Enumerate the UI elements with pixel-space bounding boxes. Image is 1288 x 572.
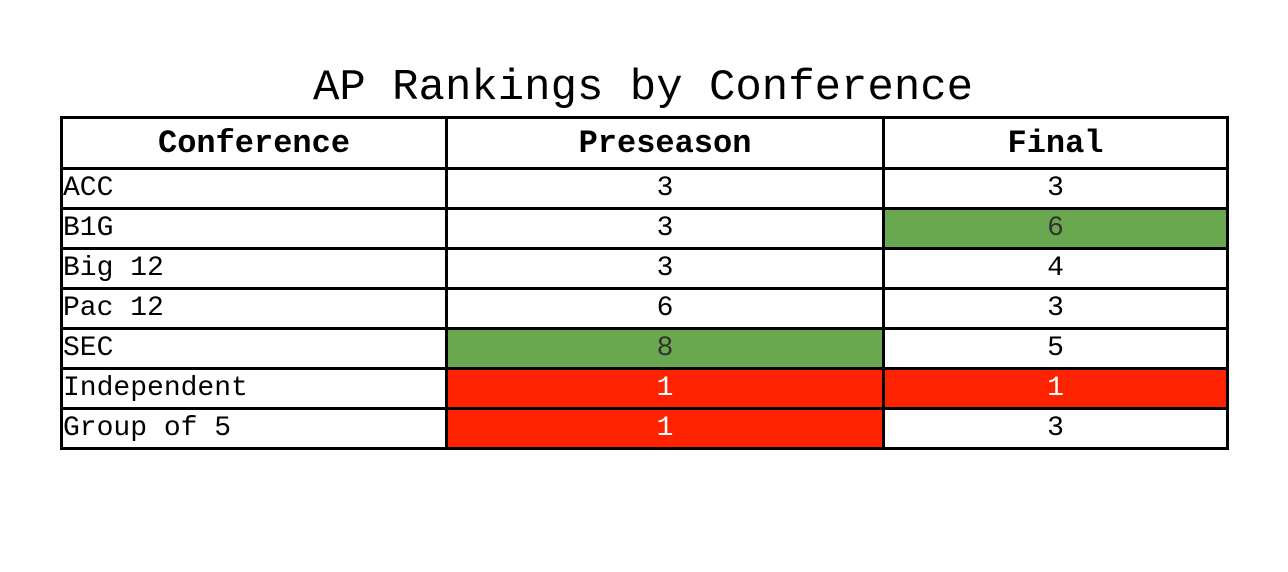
conference-cell: SEC xyxy=(60,327,448,370)
final-cell: 3 xyxy=(882,287,1229,330)
final-cell: 1 xyxy=(882,367,1229,410)
table-row: ACC 3 3 xyxy=(60,167,1229,210)
header-final: Final xyxy=(882,116,1229,170)
table-row: Pac 12 6 3 xyxy=(60,287,1229,330)
table-row: B1G 3 6 xyxy=(60,207,1229,250)
final-cell: 3 xyxy=(882,167,1229,210)
preseason-cell: 3 xyxy=(445,167,885,210)
header-row: Conference Preseason Final xyxy=(60,116,1229,170)
conference-cell: Group of 5 xyxy=(60,407,448,450)
preseason-cell: 8 xyxy=(445,327,885,370)
conference-cell: Big 12 xyxy=(60,247,448,290)
table-body: ACC 3 3 B1G 3 6 Big 12 3 4 Pac 12 6 3 SEC 8 5 Independe… xyxy=(60,167,1229,450)
final-cell: 6 xyxy=(882,207,1229,250)
final-cell: 5 xyxy=(882,327,1229,370)
preseason-cell: 1 xyxy=(445,407,885,450)
preseason-cell: 1 xyxy=(445,367,885,410)
table-title: AP Rankings by Conference xyxy=(312,63,974,113)
table-row: Big 12 3 4 xyxy=(60,247,1229,290)
rankings-table: Conference Preseason Final ACC 3 3 B1G 3 6 Big… xyxy=(60,116,1229,450)
preseason-cell: 3 xyxy=(445,247,885,290)
table-row: Independent 1 1 xyxy=(60,367,1229,410)
conference-cell: B1G xyxy=(60,207,448,250)
preseason-cell: 6 xyxy=(445,287,885,330)
final-cell: 4 xyxy=(882,247,1229,290)
header-preseason: Preseason xyxy=(445,116,885,170)
conference-cell: ACC xyxy=(60,167,448,210)
preseason-cell: 3 xyxy=(445,207,885,250)
header-conference: Conference xyxy=(60,116,448,170)
table-row: SEC 8 5 xyxy=(60,327,1229,370)
final-cell: 3 xyxy=(882,407,1229,450)
conference-cell: Pac 12 xyxy=(60,287,448,330)
conference-cell: Independent xyxy=(60,367,448,410)
